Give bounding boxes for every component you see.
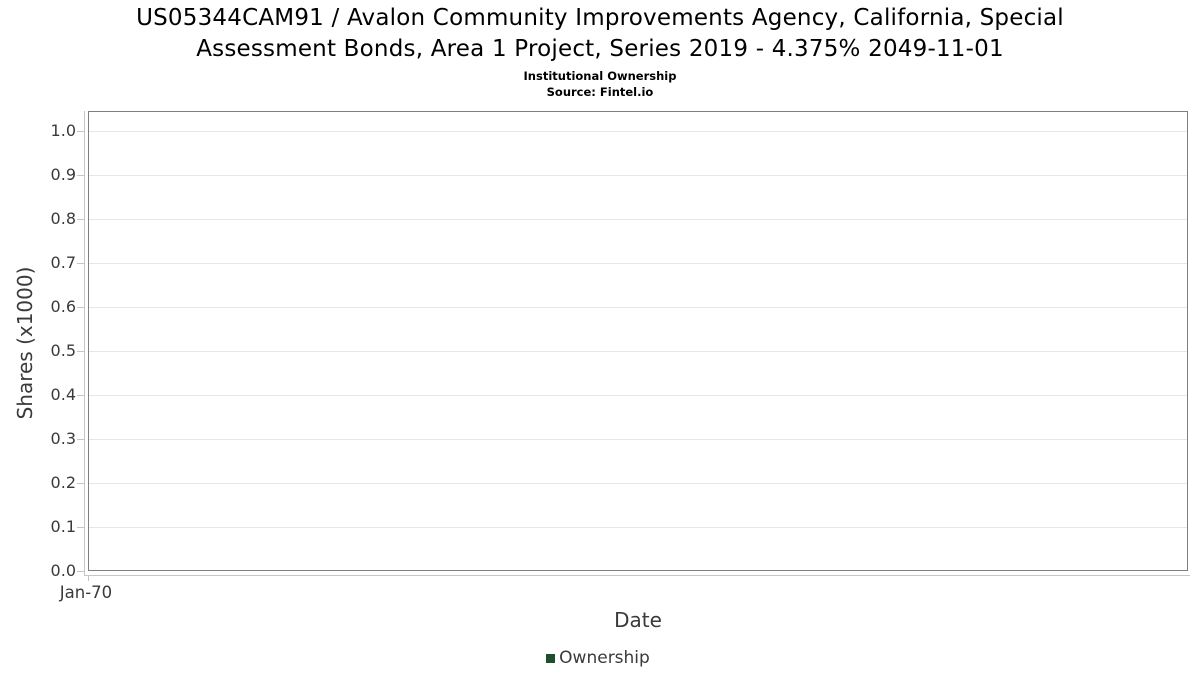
y-axis-line	[84, 111, 85, 575]
y-axis-tick-label-0.2: 0.2	[50, 473, 76, 492]
y-axis-tick-mark-0.9	[77, 175, 84, 176]
gridline-y-0.2	[89, 483, 1187, 484]
y-axis-tick-label-0.4: 0.4	[50, 385, 76, 404]
gridline-y-1.0	[89, 131, 1187, 132]
y-axis-tick-mark-0.7	[77, 263, 84, 264]
gridline-y-0.8	[89, 219, 1187, 220]
y-axis-tick-label-0.5: 0.5	[50, 341, 76, 360]
legend: Ownership	[0, 646, 1196, 670]
chart-source: Source: Fintel.io	[546, 85, 654, 99]
y-axis-tick-mark-0.4	[77, 395, 84, 396]
y-axis-tick-mark-0.8	[77, 219, 84, 220]
y-axis-tick-label-1.0: 1.0	[50, 121, 76, 140]
y-axis-tick-label-0.1: 0.1	[50, 517, 76, 536]
chart-title: US05344CAM91 / Avalon Community Improvem…	[0, 3, 1200, 65]
y-axis-tick-mark-0.1	[77, 527, 84, 528]
gridline-y-0.7	[89, 263, 1187, 264]
gridline-y-0.9	[89, 175, 1187, 176]
gridline-y-0.1	[89, 527, 1187, 528]
legend-swatch-ownership	[546, 653, 556, 663]
y-axis-tick-mark-0.6	[77, 307, 84, 308]
y-axis-title: Shares (x1000)	[13, 266, 37, 420]
x-axis-tick-mark	[88, 575, 89, 581]
chart-title-line1: US05344CAM91 / Avalon Community Improvem…	[136, 5, 1064, 31]
y-axis-tick-label-0.7: 0.7	[50, 253, 76, 272]
gridline-y-0.6	[89, 307, 1187, 308]
plot-area	[88, 111, 1188, 571]
gridline-y-0.4	[89, 395, 1187, 396]
chart-subtitle: Institutional Ownership	[523, 69, 677, 83]
y-axis-tick-label-0.6: 0.6	[50, 297, 76, 316]
gridline-y-0.5	[89, 351, 1187, 352]
y-axis-tick-mark-0.2	[77, 483, 84, 484]
y-axis-tick-mark-1.0	[77, 131, 84, 132]
x-axis-title: Date	[614, 608, 662, 632]
y-axis-tick-mark-0.0	[77, 571, 84, 572]
x-axis-tick-label: Jan-70	[59, 583, 113, 602]
legend-item-ownership[interactable]: Ownership	[546, 648, 650, 668]
y-axis-tick-label-0.8: 0.8	[50, 209, 76, 228]
x-axis-line	[84, 575, 1190, 576]
chart-title-line2: Assessment Bonds, Area 1 Project, Series…	[196, 36, 1004, 62]
legend-label-ownership: Ownership	[559, 648, 650, 668]
y-axis-tick-mark-0.3	[77, 439, 84, 440]
y-axis-tick-label-0.0: 0.0	[50, 561, 76, 580]
y-axis-tick-mark-0.5	[77, 351, 84, 352]
y-axis-tick-label-0.3: 0.3	[50, 429, 76, 448]
y-axis-tick-label-0.9: 0.9	[50, 165, 76, 184]
gridline-y-0.3	[89, 439, 1187, 440]
